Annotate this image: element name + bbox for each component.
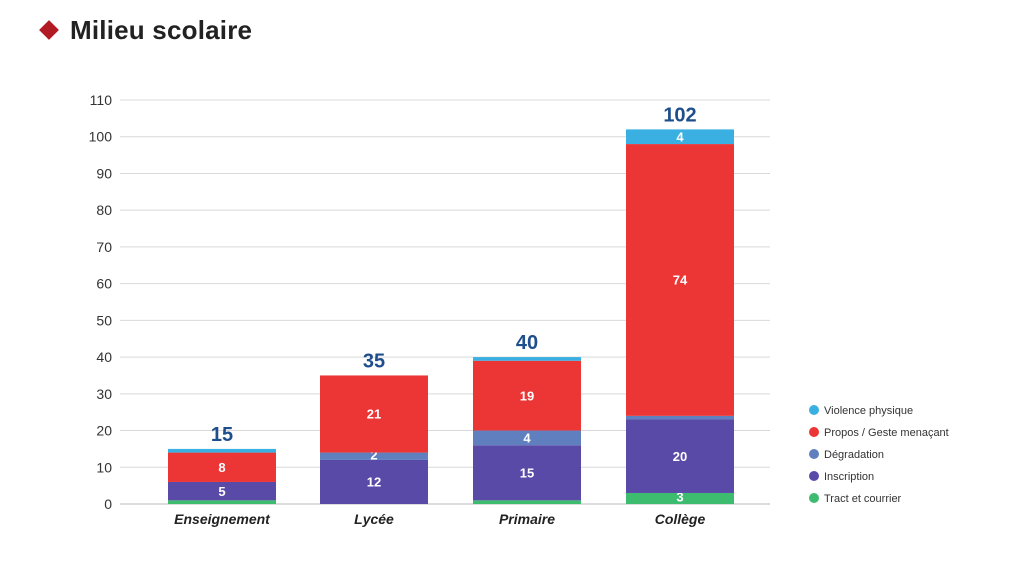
bar-segment: [168, 452, 276, 482]
bar-segment: [626, 129, 734, 145]
segment-value-label: 15: [520, 465, 534, 480]
bar-segment: [473, 500, 581, 504]
bar-segment: [626, 144, 734, 416]
y-tick-label: 10: [96, 459, 112, 475]
legend-label: Propos / Geste menaçant: [824, 427, 949, 439]
x-category-label: Primaire: [499, 511, 555, 527]
segment-value-label: 21: [367, 407, 381, 422]
bar-total-label: 15: [211, 424, 233, 446]
legend-label: Inscription: [824, 471, 874, 483]
bar-segment: [473, 360, 581, 431]
segment-value-label: 4: [676, 129, 684, 144]
legend-marker: [809, 449, 819, 459]
segment-value-label: 8: [218, 460, 225, 475]
y-tick-label: 20: [96, 423, 112, 439]
y-tick-label: 70: [96, 239, 112, 255]
segment-value-label: 20: [673, 449, 687, 464]
y-tick-label: 40: [96, 349, 112, 365]
y-tick-label: 80: [96, 202, 112, 218]
segment-value-label: 2: [370, 447, 377, 462]
bar-segment: [473, 430, 581, 446]
legend-marker: [809, 493, 819, 503]
bar-total-label: 35: [363, 350, 385, 372]
bar-total-label: 40: [516, 332, 538, 354]
bar-segment: [626, 415, 734, 420]
segment-value-label: 5: [218, 484, 225, 499]
y-tick-label: 0: [104, 496, 112, 512]
bar-segment: [320, 459, 428, 504]
bar-segment: [168, 500, 276, 504]
y-tick-label: 110: [90, 92, 113, 108]
x-category-label: Lycée: [354, 511, 394, 527]
legend-label: Violence physique: [824, 405, 913, 417]
bar-segment: [473, 357, 581, 361]
bar-segment: [320, 452, 428, 460]
y-tick-label: 100: [89, 129, 113, 145]
legend-label: Tract et courrier: [824, 493, 902, 505]
x-category-label: Collège: [655, 511, 706, 527]
bar-segment: [168, 448, 276, 453]
y-tick-label: 90: [96, 165, 112, 181]
bar-segment: [626, 492, 734, 504]
bar-total-label: 102: [663, 104, 696, 126]
y-tick-label: 50: [96, 312, 112, 328]
chart-title-wrap: Milieu scolaire: [39, 12, 253, 48]
y-tick-label: 30: [96, 386, 112, 402]
segment-value-label: 19: [520, 388, 534, 403]
page-title: Milieu scolaire: [70, 14, 253, 45]
segment-value-label: 3: [676, 490, 683, 505]
segment-value-label: 74: [673, 273, 688, 288]
segment-value-label: 12: [367, 475, 381, 490]
legend-marker: [809, 427, 819, 437]
x-category-label: Enseignement: [174, 511, 271, 527]
segment-value-label: 4: [523, 431, 531, 446]
legend-marker: [809, 471, 819, 481]
legend-marker: [809, 405, 819, 415]
bar-segment: [320, 375, 428, 453]
bar-segment: [168, 481, 276, 501]
y-tick-label: 60: [96, 276, 112, 292]
bar-segment: [473, 445, 581, 501]
bar-segment: [626, 419, 734, 493]
legend-label: Dégradation: [824, 449, 884, 461]
